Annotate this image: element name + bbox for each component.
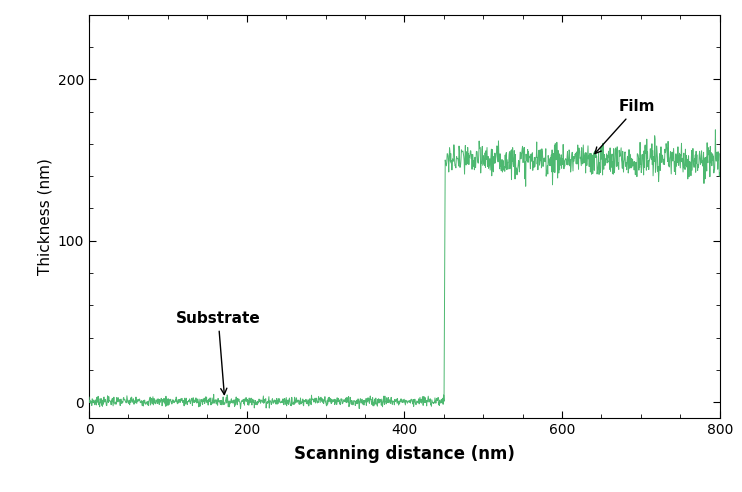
Text: Film: Film [595,99,655,154]
Text: Substrate: Substrate [176,310,260,395]
X-axis label: Scanning distance (nm): Scanning distance (nm) [294,445,515,463]
Y-axis label: Thickness (nm): Thickness (nm) [37,158,52,275]
